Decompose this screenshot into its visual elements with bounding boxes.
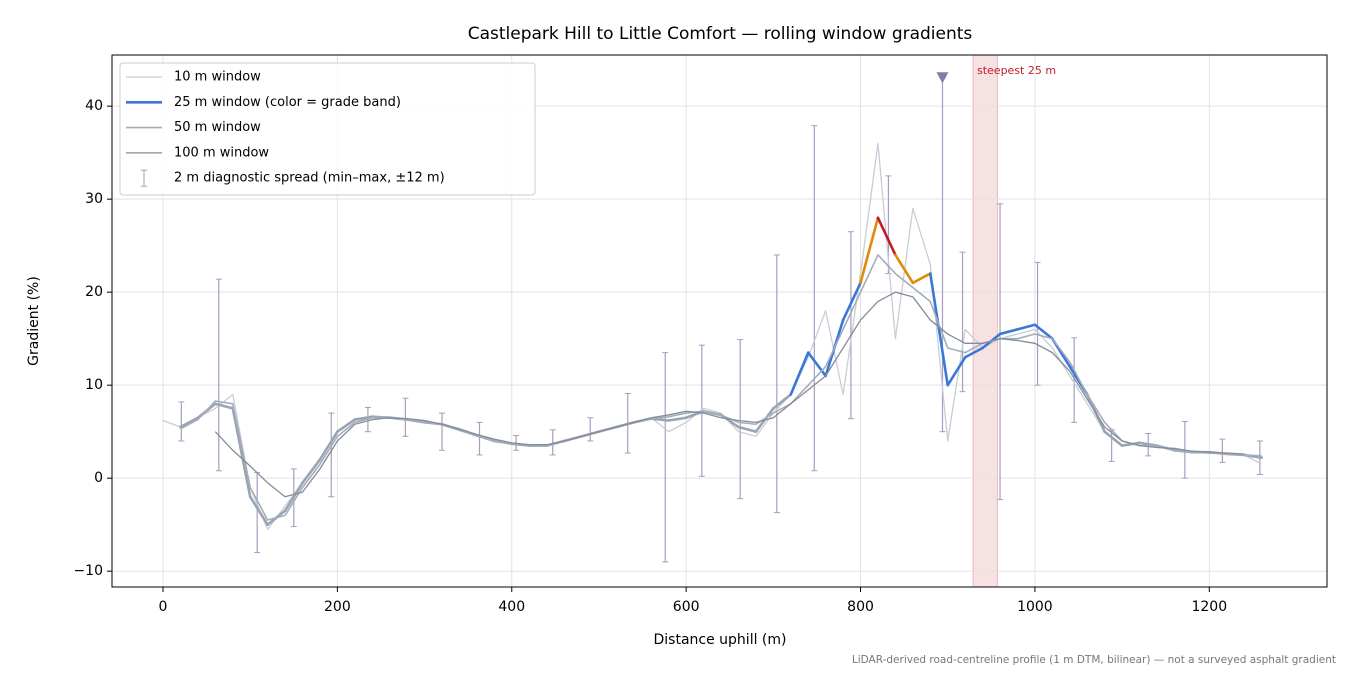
error-bar (476, 421, 483, 456)
line-segment (789, 351, 810, 396)
error-bar (402, 397, 409, 437)
line-segment (859, 216, 880, 285)
line-segment (963, 346, 984, 359)
error-bar (959, 251, 966, 393)
line-segment (283, 481, 304, 513)
error-bar (811, 125, 818, 472)
x-tick-label: 0 (159, 599, 168, 615)
legend-label: 10 m window (174, 70, 261, 85)
legend: 10 m window 25 m window (color = grade ba… (119, 62, 536, 196)
error-bar (997, 203, 1004, 501)
legend-label: 100 m window (174, 145, 269, 160)
legend-label: 2 m diagnostic spread (min–max, ±12 m) (174, 171, 445, 186)
line-segment (841, 281, 862, 322)
error-bar (1071, 337, 1078, 423)
y-tick-label: −10 (73, 563, 103, 579)
line-segment (231, 407, 252, 499)
line-segment (772, 393, 793, 410)
line-segment (1033, 323, 1054, 340)
error-bar (1219, 438, 1226, 463)
highlight-span (972, 54, 998, 588)
line-series (214, 291, 1245, 498)
plot-frame (111, 54, 1328, 588)
legend-label: 25 m window (color = grade band) (174, 95, 401, 110)
line-segment (214, 402, 235, 410)
error-bar (587, 417, 594, 442)
y-tick-label: 20 (85, 284, 103, 300)
error-bar (549, 429, 556, 456)
line-segment (318, 430, 339, 461)
line-segment (894, 253, 915, 285)
error-bar (773, 254, 780, 514)
legend-box (119, 62, 536, 196)
line-segment (336, 418, 357, 433)
line-segment (1103, 430, 1124, 447)
line-segment (946, 355, 967, 387)
y-tick-label: 40 (85, 98, 103, 114)
footnote: LiDAR-derived road-centreline profile (1… (852, 654, 1336, 666)
line-segment (998, 328, 1019, 336)
error-bar (737, 339, 744, 500)
x-tick-label: 1000 (1017, 599, 1053, 615)
x-tick-label: 200 (324, 599, 351, 615)
line-segment (248, 495, 269, 526)
x-tick-label: 1200 (1191, 599, 1227, 615)
line-series (162, 142, 1262, 530)
error-bar (939, 77, 946, 433)
error-bar (328, 412, 335, 498)
error-bar (662, 352, 669, 563)
line-segment (876, 216, 897, 257)
line-segment (179, 416, 200, 429)
error-bar (215, 278, 222, 472)
line-segment (667, 416, 688, 422)
chart-title: Castlepark Hill to Little Comfort — roll… (468, 24, 973, 44)
line-segment (806, 351, 827, 378)
y-axis-label: Gradient (%) (26, 276, 42, 366)
line-segment (1120, 441, 1141, 447)
x-axis-label: Distance uphill (m) (654, 632, 787, 648)
error-bar (178, 401, 185, 442)
legend-label: 50 m window (174, 120, 261, 135)
x-tick-label: 600 (673, 599, 700, 615)
line-segment (1016, 323, 1037, 331)
line-segment (928, 272, 950, 387)
error-bar (847, 231, 854, 420)
y-tick-label: 0 (94, 470, 103, 486)
line-segment (737, 425, 758, 433)
line-segment (353, 415, 374, 421)
peak-marker (936, 72, 949, 84)
line-series (180, 254, 1262, 521)
y-tick-label: 10 (85, 377, 103, 393)
line-segment (911, 272, 932, 285)
x-tick-label: 400 (498, 599, 525, 615)
error-bar (1034, 261, 1041, 386)
span-label: steepest 25 m (977, 64, 1056, 77)
error-bar (439, 412, 446, 451)
y-tick-label: 30 (85, 191, 103, 207)
x-tick-label: 800 (847, 599, 874, 615)
line-segment (301, 458, 322, 485)
